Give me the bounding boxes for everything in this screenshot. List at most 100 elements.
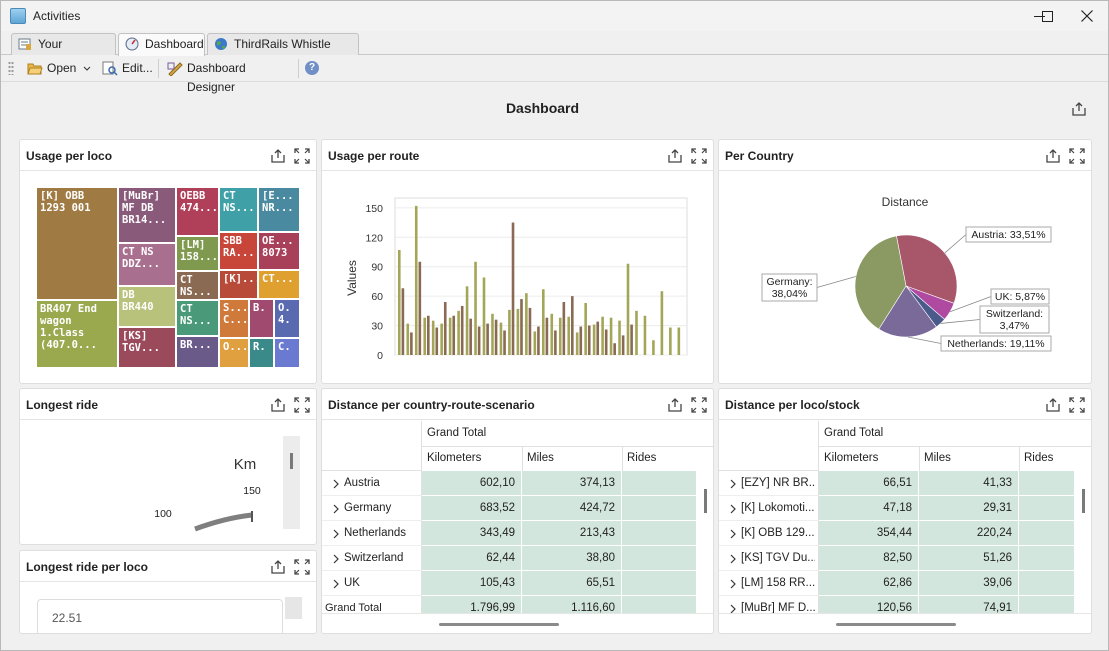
cell-miles[interactable]: 51,26 [919,546,1019,571]
vertical-scrollbar-thumb[interactable] [704,489,707,513]
bar[interactable] [635,310,638,355]
bar[interactable] [621,335,625,355]
bar[interactable] [440,323,443,355]
bar[interactable] [562,302,566,355]
bar[interactable] [550,313,554,355]
cell-kilometers[interactable]: 62,44 [422,546,522,571]
cell-kilometers[interactable]: 62,86 [819,571,919,596]
treemap-tile[interactable]: [MuBr] MF DB BR14... [118,187,176,243]
export-icon[interactable] [1045,397,1061,413]
scrollbar-track[interactable] [283,436,300,529]
treemap-tile[interactable]: [E... NR... [258,187,300,232]
bar[interactable] [482,277,486,355]
maximize-panel-icon[interactable] [294,559,310,575]
cell-rides[interactable] [622,546,696,571]
bar[interactable] [567,316,571,355]
help-icon[interactable]: ? [305,61,319,75]
cell-kilometers[interactable]: 82,50 [819,546,919,571]
bar[interactable] [592,324,596,355]
bar[interactable] [401,288,405,355]
cell-kilometers[interactable]: 354,44 [819,521,919,546]
bar[interactable] [491,313,494,355]
bar[interactable] [652,340,655,355]
edit-button[interactable]: Edit... [100,59,155,78]
maximize-panel-icon[interactable] [294,397,310,413]
minimize-button[interactable] [1016,1,1062,31]
treemap-tile[interactable]: [KS] TGV... [118,327,176,368]
bar[interactable] [414,205,418,355]
bar[interactable] [494,319,498,355]
chevron-right-icon[interactable] [332,529,340,539]
treemap-tile[interactable]: S... C... [219,299,249,338]
bar[interactable] [406,323,410,355]
treemap-tile[interactable]: [K]... [219,270,258,299]
horizontal-scrollbar-thumb[interactable] [439,623,559,626]
bar[interactable] [584,302,587,355]
cell-kilometers[interactable]: 66,51 [819,471,919,496]
bar[interactable] [596,321,600,355]
bar[interactable] [443,302,447,355]
treemap-tile[interactable]: O. 4. [274,299,300,338]
bar[interactable] [477,326,481,355]
cell-miles[interactable]: 374,13 [522,471,622,496]
row-header[interactable] [322,571,422,596]
bar[interactable] [601,316,604,355]
treemap-tile[interactable]: CT NS... [176,271,219,300]
row-header[interactable] [322,471,422,496]
chevron-right-icon[interactable] [729,579,737,589]
column-header[interactable]: Miles [527,452,554,464]
bar[interactable] [486,323,489,355]
cell-rides[interactable] [1019,521,1074,546]
bar[interactable] [660,291,664,355]
bar[interactable] [618,320,621,355]
cell-kilometers[interactable]: 105,43 [422,571,522,596]
treemap-tile[interactable]: BR... [176,336,219,368]
chevron-right-icon[interactable] [729,554,737,564]
treemap-tile[interactable]: CT... [258,270,300,299]
bar[interactable] [508,309,511,355]
cell-rides[interactable] [622,471,696,496]
bar[interactable] [604,329,608,355]
bar[interactable] [503,330,506,355]
row-header[interactable] [322,546,422,571]
vertical-scrollbar-thumb[interactable] [1082,489,1085,513]
bar[interactable] [571,296,574,355]
bar[interactable] [460,305,464,355]
treemap-tile[interactable]: [LM] 158... [176,236,219,271]
cell-miles[interactable]: 65,51 [522,571,622,596]
export-icon[interactable] [1045,148,1061,164]
tab-whistle-board[interactable]: ThirdRails Whistle Board [207,33,359,71]
bar[interactable] [542,289,545,355]
maximize-button[interactable] [1024,1,1070,31]
bar[interactable] [575,332,579,355]
treemap-tile[interactable]: BR407 End wagon 1.Class (407.0... [36,300,118,368]
cell-rides[interactable] [622,571,696,596]
chevron-right-icon[interactable] [332,479,340,489]
treemap-tile[interactable]: B. [249,299,274,338]
bar[interactable] [554,330,557,355]
toolbar-grip[interactable] [8,61,14,75]
cell-miles[interactable]: 29,31 [919,496,1019,521]
cell-rides[interactable] [1019,496,1074,521]
chevron-right-icon[interactable] [729,479,737,489]
horizontal-scrollbar-thumb[interactable] [836,623,956,626]
pie-slice[interactable] [878,285,937,338]
maximize-panel-icon[interactable] [691,148,707,164]
scrollbar-track[interactable] [285,597,302,619]
bar[interactable] [528,307,532,355]
cell-miles[interactable]: 424,72 [522,496,622,521]
close-button[interactable] [1064,1,1109,31]
row-header[interactable] [719,521,819,546]
bar[interactable] [516,308,520,355]
treemap-tile[interactable]: SBB RA... [219,232,258,270]
bar[interactable] [609,317,613,355]
cell-miles[interactable]: 39,06 [919,571,1019,596]
maximize-panel-icon[interactable] [1069,148,1085,164]
row-header[interactable] [719,546,819,571]
bar[interactable] [423,317,427,355]
chevron-right-icon[interactable] [729,504,737,514]
bar[interactable] [579,326,583,355]
bar[interactable] [511,222,515,355]
cell-kilometers[interactable]: 343,49 [422,521,522,546]
bar[interactable] [431,320,435,355]
